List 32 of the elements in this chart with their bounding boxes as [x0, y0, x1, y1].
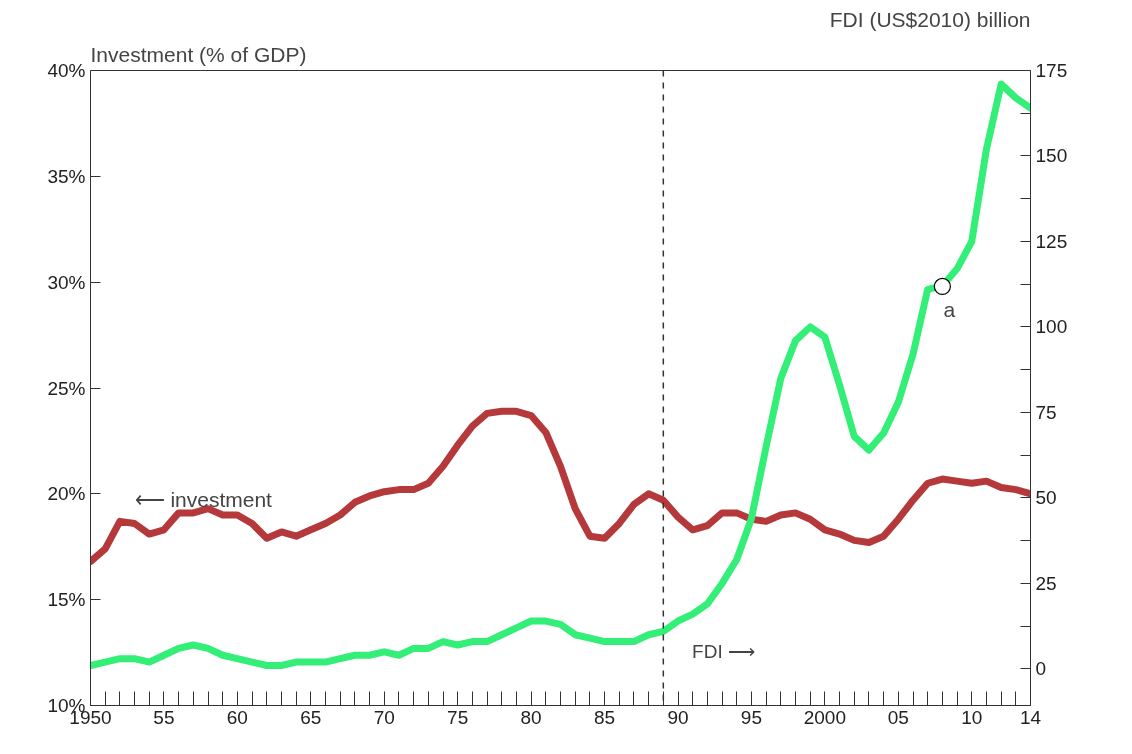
y2-tick-label: 150 — [1035, 145, 1068, 167]
series-label: ⟵ investment — [134, 487, 273, 511]
x-tick-label: 70 — [373, 706, 395, 728]
y-tick-label: 25% — [47, 377, 86, 399]
y2-tick-label: 175 — [1035, 60, 1068, 81]
y2-tick-label: 50 — [1035, 487, 1057, 509]
y2-tick-label: 125 — [1035, 230, 1068, 252]
series-label: FDI ⟶ — [692, 641, 755, 663]
x-tick-label: 60 — [226, 706, 248, 728]
x-tick-label: 95 — [740, 706, 763, 728]
x-tick-label: 65 — [300, 706, 322, 728]
y2-tick-label: 100 — [1035, 316, 1068, 338]
y2-tick-label: 0 — [1035, 658, 1047, 680]
y2-axis-title: FDI (US$2010) billion — [829, 7, 1031, 31]
y-tick-label: 20% — [47, 483, 86, 505]
x-tick-label: 90 — [667, 706, 689, 728]
x-tick-label: 05 — [887, 706, 909, 728]
y-tick-label: 15% — [47, 589, 86, 611]
x-tick-label: 80 — [520, 706, 542, 728]
y2-tick-label: 25 — [1035, 572, 1057, 594]
x-tick-label: 55 — [153, 706, 175, 728]
x-tick-label: 14 — [1019, 706, 1042, 728]
x-tick-label: 10 — [961, 706, 983, 728]
y-tick-label: 40% — [47, 60, 86, 81]
y-axis-title: Investment (% of GDP) — [90, 42, 307, 66]
x-tick-label: 85 — [594, 706, 616, 728]
y2-tick-label: 75 — [1035, 401, 1057, 423]
x-tick-label: 2000 — [803, 706, 847, 728]
y-tick-label: 35% — [47, 165, 86, 187]
y-tick-label: 30% — [47, 271, 86, 293]
x-tick-label: 75 — [447, 706, 469, 728]
annotation: a — [943, 298, 956, 322]
